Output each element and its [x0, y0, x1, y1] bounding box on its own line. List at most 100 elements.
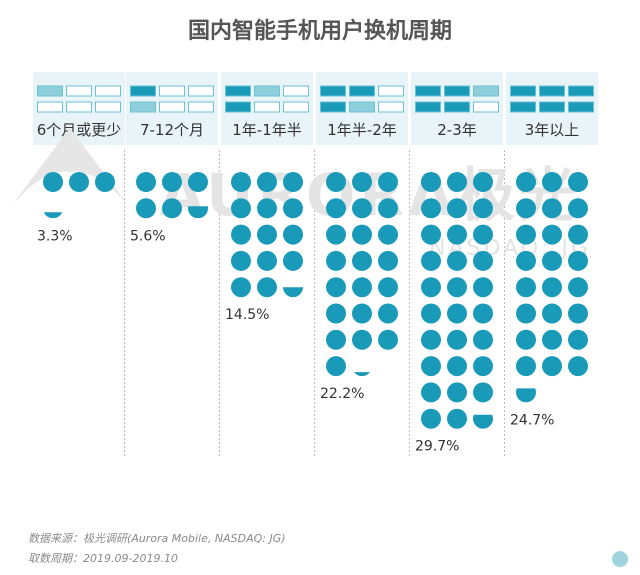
chart-title: 国内智能手机用户换机周期: [188, 18, 452, 44]
value-dot: [326, 198, 346, 219]
header-cell-icon: [320, 85, 346, 97]
watermark-brand: AURORA极光: [159, 161, 581, 229]
header-cell-icon: [254, 101, 280, 113]
value-dot: [568, 303, 588, 324]
value-dot: [421, 303, 441, 324]
value-dot: [257, 277, 277, 298]
value-dot: [421, 277, 441, 298]
partial-dot: [354, 372, 370, 377]
value-dot: [231, 250, 251, 271]
partial-dot: [43, 212, 63, 219]
value-dot: [326, 224, 346, 245]
value-dot: [378, 303, 398, 324]
value-label: 22.2%: [320, 386, 364, 402]
header-cell-icon: [254, 85, 280, 97]
value-dot: [162, 198, 182, 219]
value-dot: [352, 329, 372, 350]
header-cell-icon: [378, 101, 404, 113]
value-dot: [231, 277, 251, 298]
category-header: 6个月或更少: [33, 72, 125, 145]
dot-columns: [43, 172, 588, 429]
value-label: 3.3%: [37, 228, 73, 244]
aurora-logo-icon: [12, 128, 128, 205]
value-dot: [447, 356, 467, 377]
value-label: 5.6%: [130, 228, 166, 244]
header-cell-icon: [473, 85, 499, 97]
value-dot: [473, 356, 493, 377]
value-dot: [447, 198, 467, 219]
value-dot: [447, 408, 467, 429]
value-dot: [542, 303, 562, 324]
category-label: 3年以上: [525, 121, 580, 139]
category-header: 1年半-2年: [316, 72, 408, 145]
value-label: 29.7%: [415, 439, 459, 455]
value-dot: [283, 198, 303, 219]
value-dot: [473, 277, 493, 298]
header-cell-icon: [37, 85, 63, 97]
value-dot: [568, 224, 588, 245]
value-dot: [568, 277, 588, 298]
value-dot: [352, 224, 372, 245]
value-dot: [162, 172, 182, 192]
header-cell-icon: [568, 101, 594, 113]
value-dot: [257, 172, 277, 192]
header-cell-icon: [349, 101, 375, 113]
value-dot: [421, 198, 441, 219]
value-dot: [69, 172, 89, 192]
category-label: 2-3年: [437, 121, 477, 139]
value-dot: [283, 172, 303, 192]
category-label: 1年-1年半: [232, 121, 302, 139]
value-dot: [447, 382, 467, 403]
value-dot: [326, 172, 346, 192]
value-dot: [231, 198, 251, 219]
value-dot: [568, 329, 588, 350]
header-cell-icon: [510, 85, 536, 97]
value-dot: [568, 198, 588, 219]
header-cell-icon: [539, 85, 565, 97]
value-dot: [136, 172, 156, 192]
value-dot: [421, 382, 441, 403]
value-dot: [542, 224, 562, 245]
value-dot: [447, 303, 467, 324]
value-dot: [421, 250, 441, 271]
header-cell-icon: [225, 101, 251, 113]
header-cell-icon: [66, 85, 92, 97]
header-cell-icon: [568, 85, 594, 97]
category-header: 7-12个月: [126, 72, 218, 145]
value-dot: [378, 250, 398, 271]
value-dot: [326, 277, 346, 298]
header-cell-icon: [95, 101, 121, 113]
header-cell-icon: [130, 101, 156, 113]
header-cell-icon: [415, 85, 441, 97]
value-dot: [257, 224, 277, 245]
value-dot: [473, 250, 493, 271]
value-dot: [568, 172, 588, 192]
header-cell-icon: [349, 85, 375, 97]
header-cell-icon: [473, 101, 499, 113]
header-cell-icon: [188, 85, 214, 97]
value-label: 14.5%: [225, 307, 269, 323]
value-dot: [352, 277, 372, 298]
value-dot: [447, 329, 467, 350]
value-dot: [542, 277, 562, 298]
value-dot: [326, 329, 346, 350]
category-label: 1年半-2年: [327, 121, 397, 139]
value-dot: [378, 277, 398, 298]
value-dot: [326, 250, 346, 271]
header-cell-icon: [188, 101, 214, 113]
value-dot: [473, 329, 493, 350]
value-dot: [421, 329, 441, 350]
header-cell-icon: [159, 101, 185, 113]
category-header: 2-3年: [411, 72, 503, 145]
partial-dot: [188, 206, 208, 219]
value-dot: [542, 250, 562, 271]
value-dot: [473, 382, 493, 403]
header-cell-icon: [320, 101, 346, 113]
value-dot: [568, 250, 588, 271]
header-cell-icon: [539, 101, 565, 113]
value-dot: [421, 224, 441, 245]
value-dot: [43, 172, 63, 192]
header-cell-icon: [510, 101, 536, 113]
